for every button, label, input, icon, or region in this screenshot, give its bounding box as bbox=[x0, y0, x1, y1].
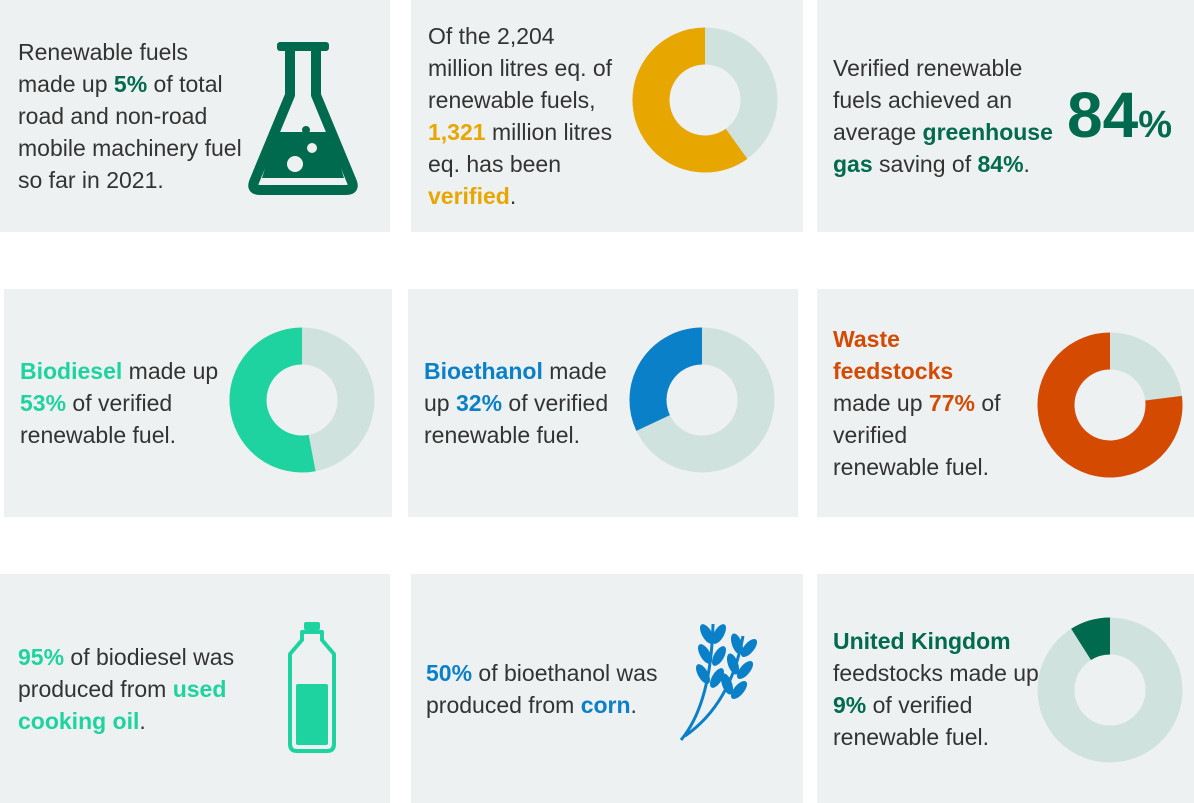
text-segment: . bbox=[509, 183, 517, 209]
card-text: 95% of biodiesel was produced from used … bbox=[18, 641, 250, 737]
donut bbox=[632, 27, 778, 173]
highlight: 77% bbox=[928, 390, 975, 416]
card-text: United Kingdom feedstocks made up 9% of … bbox=[833, 625, 1045, 753]
donut bbox=[1037, 617, 1183, 763]
card: Of the 2,204 million litres eq. of renew… bbox=[411, 0, 803, 232]
card-text: Verified renewable fuels achieved an ave… bbox=[833, 52, 1059, 180]
donut-segment bbox=[1037, 332, 1183, 478]
flask-icon bbox=[248, 42, 358, 195]
big-number: 84% bbox=[1067, 78, 1172, 152]
card: Biodiesel made up 53% of verified renewa… bbox=[4, 289, 392, 517]
bottle-icon bbox=[288, 622, 336, 753]
text-segment: of verified renewable fuel. bbox=[20, 390, 176, 448]
text-segment: Of the 2,204 million litres eq. of renew… bbox=[428, 23, 613, 113]
wheat-icon bbox=[679, 623, 758, 741]
card: Waste feedstocks made up 77% of verified… bbox=[817, 289, 1194, 517]
highlight: 95% bbox=[18, 643, 65, 670]
text-segment: . bbox=[139, 707, 146, 734]
text-segment: million litres eq. has been bbox=[428, 119, 613, 177]
card-text: Of the 2,204 million litres eq. of renew… bbox=[428, 20, 618, 212]
donut bbox=[629, 327, 775, 473]
highlight: Waste feedstocks bbox=[833, 326, 954, 384]
card: 95% of biodiesel was produced from used … bbox=[0, 574, 390, 803]
highlight: 53% bbox=[20, 390, 67, 416]
big-number-unit: % bbox=[1138, 104, 1172, 146]
text-segment: saving of bbox=[872, 151, 978, 177]
text-segment: made up bbox=[122, 358, 219, 384]
donut-segment bbox=[629, 327, 703, 431]
text-segment: made up bbox=[833, 390, 929, 416]
donut bbox=[1037, 332, 1183, 478]
card-text: 50% of bioethanol was produced from corn… bbox=[426, 657, 658, 721]
highlight: 9% bbox=[833, 691, 867, 718]
donut bbox=[229, 327, 375, 473]
highlight: United Kingdom bbox=[833, 627, 1011, 654]
donut-segment bbox=[229, 327, 316, 473]
text-segment: . bbox=[630, 691, 637, 718]
card-text: Renewable fuels made up 5% of total road… bbox=[18, 36, 246, 196]
card: 50% of bioethanol was produced from corn… bbox=[411, 574, 803, 803]
highlight: Bioethanol bbox=[424, 358, 543, 384]
card: United Kingdom feedstocks made up 9% of … bbox=[817, 574, 1194, 803]
highlight: 5% bbox=[113, 71, 148, 97]
card: Bioethanol made up 32% of verified renew… bbox=[408, 289, 798, 517]
card-text: Waste feedstocks made up 77% of verified… bbox=[833, 323, 1015, 483]
highlight: 1,321 bbox=[428, 119, 486, 145]
donut-segment bbox=[1071, 617, 1112, 661]
text-segment: made up bbox=[424, 358, 607, 416]
text-segment: Renewable fuels made up bbox=[18, 39, 189, 97]
highlight: Biodiesel bbox=[20, 358, 123, 384]
text-segment: of biodiesel was produced from bbox=[18, 643, 235, 702]
big-number-value: 84 bbox=[1067, 79, 1139, 151]
card: Verified renewable fuels achieved an ave… bbox=[817, 0, 1194, 232]
card-text: Bioethanol made up 32% of verified renew… bbox=[424, 355, 616, 451]
text-segment: . bbox=[1023, 151, 1030, 177]
donut-segment bbox=[632, 27, 748, 173]
text-segment: of verified renewable fuel. bbox=[833, 691, 989, 750]
text-segment: Verified renewable fuels achieved an ave… bbox=[833, 55, 1023, 145]
highlight: 32% bbox=[455, 390, 503, 416]
highlight: greenhouse gas bbox=[833, 119, 1053, 177]
highlight: 84% bbox=[977, 151, 1024, 177]
text-segment: of total road and non-road mobile machin… bbox=[18, 71, 242, 193]
text-segment: of verified renewable fuel. bbox=[424, 390, 609, 448]
card: Renewable fuels made up 5% of total road… bbox=[0, 0, 390, 232]
text-segment: of bioethanol was produced from bbox=[426, 659, 658, 718]
text-segment: of verified renewable fuel. bbox=[833, 390, 1001, 480]
highlight: verified bbox=[428, 183, 510, 209]
text-segment: feedstocks made up bbox=[833, 659, 1039, 686]
highlight: used cooking oil bbox=[18, 675, 227, 734]
card-text: Biodiesel made up 53% of verified renewa… bbox=[20, 355, 220, 451]
highlight: 50% bbox=[426, 659, 473, 686]
highlight: corn bbox=[580, 691, 631, 718]
